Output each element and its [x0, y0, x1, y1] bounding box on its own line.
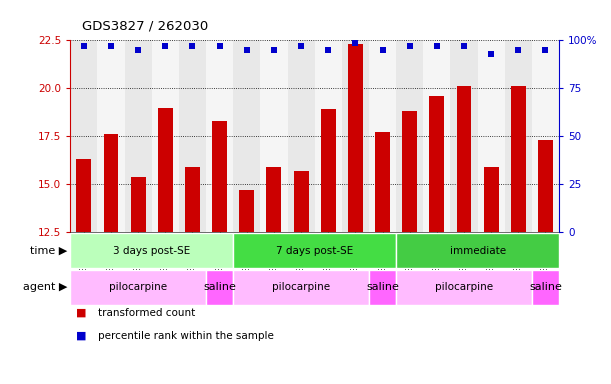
- Text: 7 days post-SE: 7 days post-SE: [276, 245, 353, 256]
- Text: percentile rank within the sample: percentile rank within the sample: [98, 331, 274, 341]
- Bar: [505, 40, 532, 232]
- Bar: [430, 96, 444, 232]
- Bar: [212, 121, 227, 232]
- Point: [486, 51, 496, 57]
- Text: immediate: immediate: [450, 245, 506, 256]
- Bar: [294, 171, 309, 232]
- Text: GDS3827 / 262030: GDS3827 / 262030: [82, 20, 209, 33]
- Bar: [70, 233, 233, 268]
- Point: [269, 47, 279, 53]
- Bar: [97, 40, 125, 232]
- Bar: [179, 40, 206, 232]
- Bar: [70, 270, 206, 305]
- Point: [214, 43, 224, 49]
- Bar: [396, 233, 559, 268]
- Bar: [233, 40, 260, 232]
- Bar: [260, 40, 288, 232]
- Bar: [396, 40, 423, 232]
- Bar: [233, 270, 369, 305]
- Bar: [342, 40, 369, 232]
- Bar: [532, 40, 559, 232]
- Text: 3 days post-SE: 3 days post-SE: [113, 245, 191, 256]
- Point: [296, 43, 306, 49]
- Bar: [315, 40, 342, 232]
- Bar: [131, 177, 145, 232]
- Bar: [369, 40, 396, 232]
- Bar: [152, 40, 179, 232]
- Bar: [206, 270, 233, 305]
- Point: [161, 43, 170, 49]
- Bar: [266, 167, 282, 232]
- Text: transformed count: transformed count: [98, 308, 195, 318]
- Point: [106, 43, 116, 49]
- Bar: [450, 40, 478, 232]
- Bar: [423, 40, 450, 232]
- Bar: [158, 108, 173, 232]
- Bar: [76, 159, 91, 232]
- Bar: [402, 111, 417, 232]
- Text: agent ▶: agent ▶: [23, 282, 67, 292]
- Bar: [456, 86, 472, 232]
- Text: time ▶: time ▶: [30, 245, 67, 256]
- Bar: [288, 40, 315, 232]
- Bar: [125, 40, 152, 232]
- Bar: [511, 86, 526, 232]
- Bar: [233, 233, 396, 268]
- Bar: [70, 40, 97, 232]
- Point: [188, 43, 197, 49]
- Text: saline: saline: [366, 282, 399, 292]
- Text: ■: ■: [76, 331, 87, 341]
- Bar: [369, 270, 396, 305]
- Bar: [532, 270, 559, 305]
- Text: saline: saline: [529, 282, 562, 292]
- Text: pilocarpine: pilocarpine: [435, 282, 493, 292]
- Bar: [538, 140, 553, 232]
- Bar: [348, 44, 363, 232]
- Point: [541, 47, 551, 53]
- Text: pilocarpine: pilocarpine: [109, 282, 167, 292]
- Bar: [484, 167, 499, 232]
- Bar: [103, 134, 119, 232]
- Point: [351, 40, 360, 46]
- Point: [459, 43, 469, 49]
- Bar: [321, 109, 335, 232]
- Bar: [206, 40, 233, 232]
- Point: [133, 47, 143, 53]
- Point: [405, 43, 415, 49]
- Bar: [240, 190, 254, 232]
- Point: [378, 47, 387, 53]
- Text: saline: saline: [203, 282, 236, 292]
- Bar: [396, 270, 532, 305]
- Text: pilocarpine: pilocarpine: [272, 282, 330, 292]
- Point: [513, 47, 523, 53]
- Bar: [375, 132, 390, 232]
- Point: [79, 43, 89, 49]
- Bar: [185, 167, 200, 232]
- Point: [432, 43, 442, 49]
- Point: [242, 47, 252, 53]
- Bar: [478, 40, 505, 232]
- Text: ■: ■: [76, 308, 87, 318]
- Point: [323, 47, 333, 53]
